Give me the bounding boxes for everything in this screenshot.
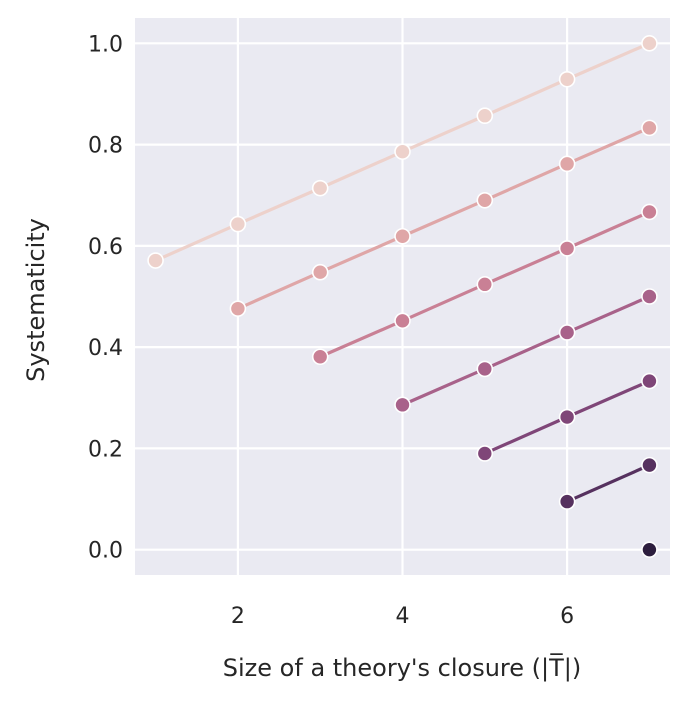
data-point <box>394 227 411 245</box>
data-point <box>558 493 576 510</box>
y-tick-label: 1.0 <box>88 32 123 57</box>
x-tick-label: 2 <box>231 604 245 629</box>
data-point <box>641 288 658 305</box>
data-point <box>641 372 658 390</box>
data-point <box>641 119 658 137</box>
series-3 <box>311 203 658 366</box>
data-point <box>641 35 658 52</box>
x-tick-label: 4 <box>396 604 410 629</box>
y-tick-label: 0.8 <box>88 134 123 159</box>
y-axis-label: Systematicity <box>22 218 50 382</box>
series-6 <box>558 456 658 510</box>
data-point <box>476 360 494 378</box>
data-point <box>476 191 494 209</box>
data-point <box>558 324 576 341</box>
data-point <box>476 276 494 293</box>
data-point <box>394 396 411 414</box>
data-point <box>394 143 411 160</box>
y-tick-label: 0.2 <box>88 437 123 462</box>
y-tick-label: 0.0 <box>88 539 123 564</box>
series-5 <box>476 372 658 462</box>
series-group <box>147 35 658 558</box>
data-point <box>229 215 247 233</box>
series-line <box>400 294 652 407</box>
data-point <box>394 312 411 330</box>
data-point <box>311 179 329 197</box>
data-point <box>558 70 576 88</box>
y-tick-label: 0.4 <box>88 336 123 361</box>
series-1 <box>147 35 658 269</box>
x-tick-label: 6 <box>560 604 574 629</box>
data-point <box>558 155 576 173</box>
series-7 <box>641 541 658 558</box>
data-point <box>311 263 329 281</box>
data-point <box>641 203 658 221</box>
data-point <box>558 240 576 257</box>
series-line <box>236 126 652 311</box>
data-point <box>476 445 494 462</box>
tick-labels: 2 4 6 0.0 0.2 0.4 0.6 0.8 1.0 <box>88 32 574 629</box>
series-2 <box>229 119 658 317</box>
data-point <box>147 252 164 269</box>
y-tick-label: 0.6 <box>88 235 123 260</box>
x-axis-label: Size of a theory's closure (|T̅|) <box>223 653 581 682</box>
grid <box>135 18 670 575</box>
data-point <box>641 541 658 558</box>
data-point <box>476 107 494 125</box>
data-point <box>558 408 576 426</box>
series-line <box>565 463 652 504</box>
data-point <box>311 348 329 366</box>
series-4 <box>394 288 658 414</box>
data-point <box>641 456 658 474</box>
data-point <box>229 300 247 317</box>
